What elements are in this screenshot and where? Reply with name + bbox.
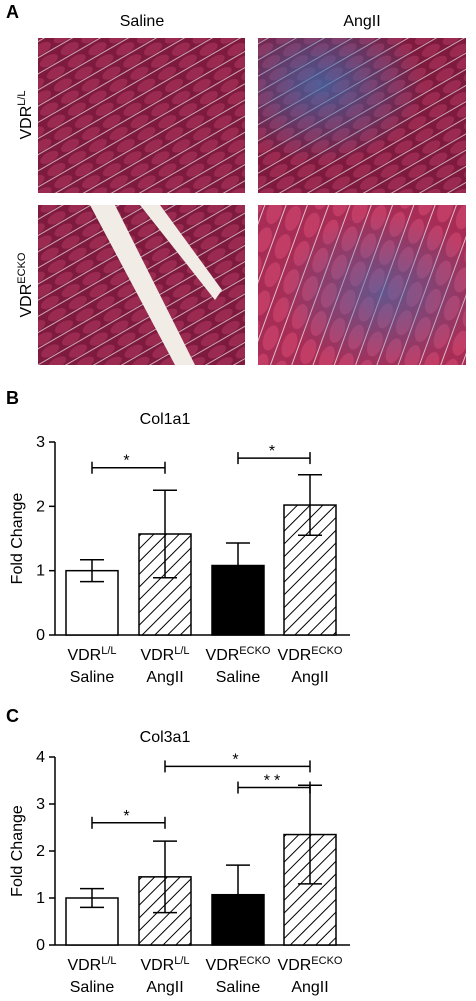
x-tick-label: AngII <box>146 979 183 996</box>
significance-label: ** <box>264 773 284 790</box>
error-bar <box>298 474 322 537</box>
category-base: VDR <box>206 647 240 664</box>
x-tick-label: VDRECKO <box>278 955 343 974</box>
category-base: VDR <box>67 647 101 664</box>
error-bar <box>153 840 177 914</box>
panel-label: C <box>6 706 19 726</box>
chart-title: Col1a1 <box>140 411 191 428</box>
row-label: VDRECKO <box>16 252 35 317</box>
error-bar <box>226 864 250 926</box>
x-tick-label: Saline <box>216 669 261 686</box>
x-tick-label: VDRECKO <box>278 645 343 664</box>
chart-title: Col3a1 <box>140 729 191 746</box>
column-label: Saline <box>120 13 165 30</box>
x-tick-label: AngII <box>146 669 183 686</box>
y-tick-label: 3 <box>36 796 45 813</box>
y-tick-label: 1 <box>36 563 45 580</box>
x-tick-label: VDRL/L <box>67 645 116 664</box>
category-base: VDR <box>140 647 174 664</box>
category-sup: ECKO <box>311 645 343 657</box>
category-sup: ECKO <box>239 955 271 967</box>
category-base: VDR <box>140 957 174 974</box>
error-bar <box>153 489 177 579</box>
category-sup: ECKO <box>311 955 343 967</box>
y-tick-label: 4 <box>36 749 45 766</box>
column-label: AngII <box>343 13 380 30</box>
significance-label: * <box>123 453 133 470</box>
category-base: VDR <box>67 957 101 974</box>
micrograph <box>38 38 245 193</box>
x-tick-label: Saline <box>70 669 115 686</box>
y-tick-label: 0 <box>36 937 45 954</box>
x-tick-label: VDRECKO <box>206 645 271 664</box>
category-sup: L/L <box>174 645 189 657</box>
fibrosis-stain <box>258 38 466 193</box>
category-base: VDR <box>278 957 312 974</box>
error-bar <box>80 558 104 583</box>
x-tick-label: AngII <box>291 669 328 686</box>
tissue-gap <box>90 205 222 365</box>
significance-label: * <box>232 751 242 768</box>
fibrosis-stain <box>258 205 466 365</box>
row-label: VDRL/L <box>16 90 35 139</box>
significance-label: * <box>123 808 133 825</box>
category-base: VDR <box>206 957 240 974</box>
significance-bracket <box>237 452 311 465</box>
category-sup: L/L <box>101 955 116 967</box>
significance-bracket <box>237 781 311 794</box>
x-tick-label: Saline <box>216 979 261 996</box>
significance-bracket <box>164 760 311 773</box>
x-tick-label: VDRL/L <box>140 645 189 664</box>
x-tick-label: VDRECKO <box>206 955 271 974</box>
y-tick-label: 2 <box>36 498 45 515</box>
category-sup: ECKO <box>239 645 271 657</box>
significance-bracket <box>91 461 166 474</box>
x-tick-label: VDRL/L <box>140 955 189 974</box>
y-axis-label: Fold Change <box>9 805 26 897</box>
y-tick-label: 0 <box>36 627 45 644</box>
y-tick-label: 2 <box>36 843 45 860</box>
x-tick-label: AngII <box>291 979 328 996</box>
y-tick-label: 1 <box>36 890 45 907</box>
category-sup: L/L <box>174 955 189 967</box>
panel-label: A <box>6 2 19 22</box>
x-tick-label: VDRL/L <box>67 955 116 974</box>
significance-label: * <box>269 443 279 460</box>
x-tick-label: Saline <box>70 979 115 996</box>
y-tick-label: 3 <box>36 434 45 451</box>
category-sup: L/L <box>101 645 116 657</box>
error-bar <box>80 887 104 909</box>
error-bar <box>226 542 250 589</box>
category-base: VDR <box>278 647 312 664</box>
panel-label: B <box>6 388 19 408</box>
significance-bracket <box>91 816 166 829</box>
y-axis-label: Fold Change <box>9 493 26 585</box>
